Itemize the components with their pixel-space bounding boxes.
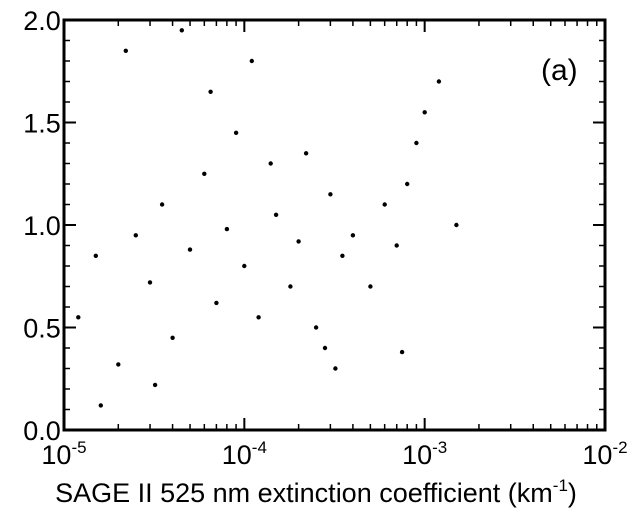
data-point-34 [152,382,158,388]
tick-labels: 10-5 10-4 10-3 10-2 0.0 0.5 1.0 1.5 2.0 [23,6,627,470]
data-point-6 [170,335,175,340]
data-point-23 [382,202,387,207]
data-point-36 [268,161,273,166]
data-point-15 [288,284,293,289]
data-point-19 [328,192,333,197]
x-tick-label-1: 10-4 [222,438,267,470]
data-point-8 [202,171,207,176]
data-point-39 [399,349,405,355]
x-axis-title-sup: -1 [553,476,568,495]
data-point-16 [296,239,301,244]
data-point-0 [76,315,81,320]
data-point-4 [147,280,153,285]
x-axis-title-close: ) [568,478,577,508]
data-point-28 [436,79,442,84]
data-point-18 [322,345,328,351]
data-point-12 [242,263,247,269]
data-point-25 [405,181,410,187]
data-point-7 [187,247,193,252]
y-tick-label-1: 0.5 [23,314,61,344]
x-axis-title-main: SAGE II 525 nm extinction coefficient (k… [55,478,553,508]
axis-ticks [63,19,606,431]
x-tick-label-2: 10-3 [402,438,447,470]
data-point-31 [179,28,184,33]
data-point-11 [233,130,239,135]
data-point-27 [422,110,427,115]
data-point-13 [256,315,261,320]
y-tick-label-4: 2.0 [23,6,61,36]
x-axis-title: SAGE II 525 nm extinction coefficient (k… [55,476,577,508]
data-point-14 [273,212,279,217]
data-point-35 [249,58,254,64]
data-point-33 [98,403,104,408]
data-point-37 [303,151,309,156]
y-tick-label-3: 1.5 [23,109,61,139]
data-point-32 [208,89,213,95]
y-tick-label-0: 0.0 [23,416,61,446]
y-tick-label-2: 1.0 [23,211,61,241]
data-point-3 [133,233,138,238]
data-point-38 [333,366,338,371]
data-point-10 [224,226,230,232]
data-points [76,28,459,408]
data-point-20 [340,253,345,258]
data-point-21 [350,233,356,238]
data-point-22 [368,284,373,289]
data-point-24 [394,243,399,248]
data-point-1 [93,253,99,258]
data-point-17 [313,325,319,330]
data-point-2 [116,362,121,367]
panel-label: (a) [541,54,578,87]
data-point-9 [214,300,219,306]
x-tick-label-3: 10-2 [582,438,627,470]
data-point-5 [159,202,165,207]
data-point-30 [123,48,128,53]
data-point-29 [454,222,459,228]
x-tick-label-0: 10-5 [41,438,86,470]
data-point-26 [414,140,419,146]
